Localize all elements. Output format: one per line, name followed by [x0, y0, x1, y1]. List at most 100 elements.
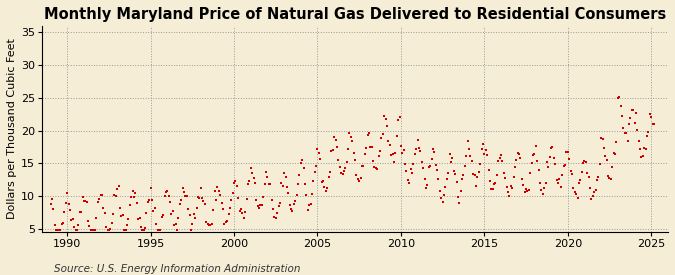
Point — [61, 201, 72, 205]
Point — [296, 161, 306, 165]
Point — [558, 163, 569, 168]
Point — [230, 179, 241, 183]
Point — [90, 228, 101, 232]
Point — [620, 130, 630, 135]
Point — [178, 186, 188, 190]
Point — [237, 211, 248, 215]
Point — [585, 186, 595, 191]
Point — [423, 165, 434, 170]
Point — [191, 205, 202, 210]
Point — [425, 163, 435, 168]
Point — [372, 167, 383, 171]
Point — [69, 224, 80, 229]
Point — [621, 131, 632, 135]
Point — [379, 114, 389, 119]
Point — [516, 177, 527, 182]
Point — [572, 196, 583, 200]
Point — [162, 188, 173, 193]
Point — [500, 175, 510, 180]
Point — [275, 200, 286, 205]
Point — [347, 139, 358, 144]
Point — [109, 193, 120, 197]
Point — [128, 195, 139, 199]
Point — [187, 222, 198, 227]
Point — [262, 175, 273, 180]
Point — [283, 191, 294, 195]
Point — [281, 185, 292, 189]
Point — [411, 146, 422, 151]
Point — [68, 217, 78, 221]
Point — [568, 186, 578, 190]
Point — [348, 151, 359, 155]
Point — [528, 153, 539, 158]
Point — [549, 156, 560, 161]
Point — [494, 156, 505, 160]
Point — [514, 152, 524, 156]
Point — [556, 185, 566, 189]
Point — [582, 170, 593, 175]
Point — [166, 211, 177, 216]
Point — [207, 222, 217, 226]
Point — [533, 168, 544, 173]
Point — [574, 181, 585, 185]
Point — [122, 223, 132, 227]
Point — [450, 171, 460, 176]
Point — [73, 223, 84, 227]
Point — [412, 138, 423, 142]
Point — [462, 138, 473, 143]
Point — [557, 172, 568, 177]
Point — [325, 170, 335, 174]
Point — [397, 151, 408, 155]
Point — [209, 189, 220, 194]
Point — [590, 188, 601, 192]
Point — [645, 112, 655, 116]
Point — [490, 181, 501, 185]
Point — [305, 202, 316, 206]
Point — [340, 165, 351, 170]
Point — [605, 177, 616, 181]
Point — [354, 178, 364, 183]
Point — [532, 159, 543, 163]
Point — [404, 180, 414, 185]
Point — [646, 114, 657, 119]
Point — [452, 194, 463, 199]
Point — [220, 220, 231, 224]
Point — [335, 170, 346, 175]
Point — [554, 177, 565, 182]
Point — [486, 187, 497, 192]
Point — [45, 202, 56, 206]
Point — [540, 181, 551, 186]
Title: Monthly Maryland Price of Natural Gas Delivered to Residential Consumers: Monthly Maryland Price of Natural Gas De… — [44, 7, 666, 22]
Point — [376, 136, 387, 140]
Point — [611, 140, 622, 144]
Point — [579, 159, 590, 164]
Point — [66, 218, 77, 222]
Point — [427, 147, 438, 151]
Point — [321, 188, 331, 193]
Point — [575, 178, 586, 182]
Point — [591, 178, 602, 183]
Point — [368, 159, 379, 163]
Point — [62, 191, 73, 195]
Point — [95, 192, 106, 197]
Point — [227, 191, 238, 195]
Point — [640, 147, 651, 151]
Point — [186, 228, 196, 232]
Point — [291, 193, 302, 197]
Point — [560, 163, 570, 168]
Point — [447, 156, 458, 160]
Point — [369, 165, 380, 169]
Point — [497, 159, 508, 163]
Point — [238, 215, 249, 220]
Point — [593, 175, 603, 179]
Point — [304, 202, 315, 207]
Point — [312, 147, 323, 152]
Point — [159, 194, 170, 198]
Point — [429, 150, 439, 154]
Point — [464, 147, 475, 152]
Point — [126, 194, 136, 199]
Point — [553, 181, 564, 185]
Point — [344, 131, 355, 136]
Point — [330, 138, 341, 143]
Point — [495, 152, 506, 157]
